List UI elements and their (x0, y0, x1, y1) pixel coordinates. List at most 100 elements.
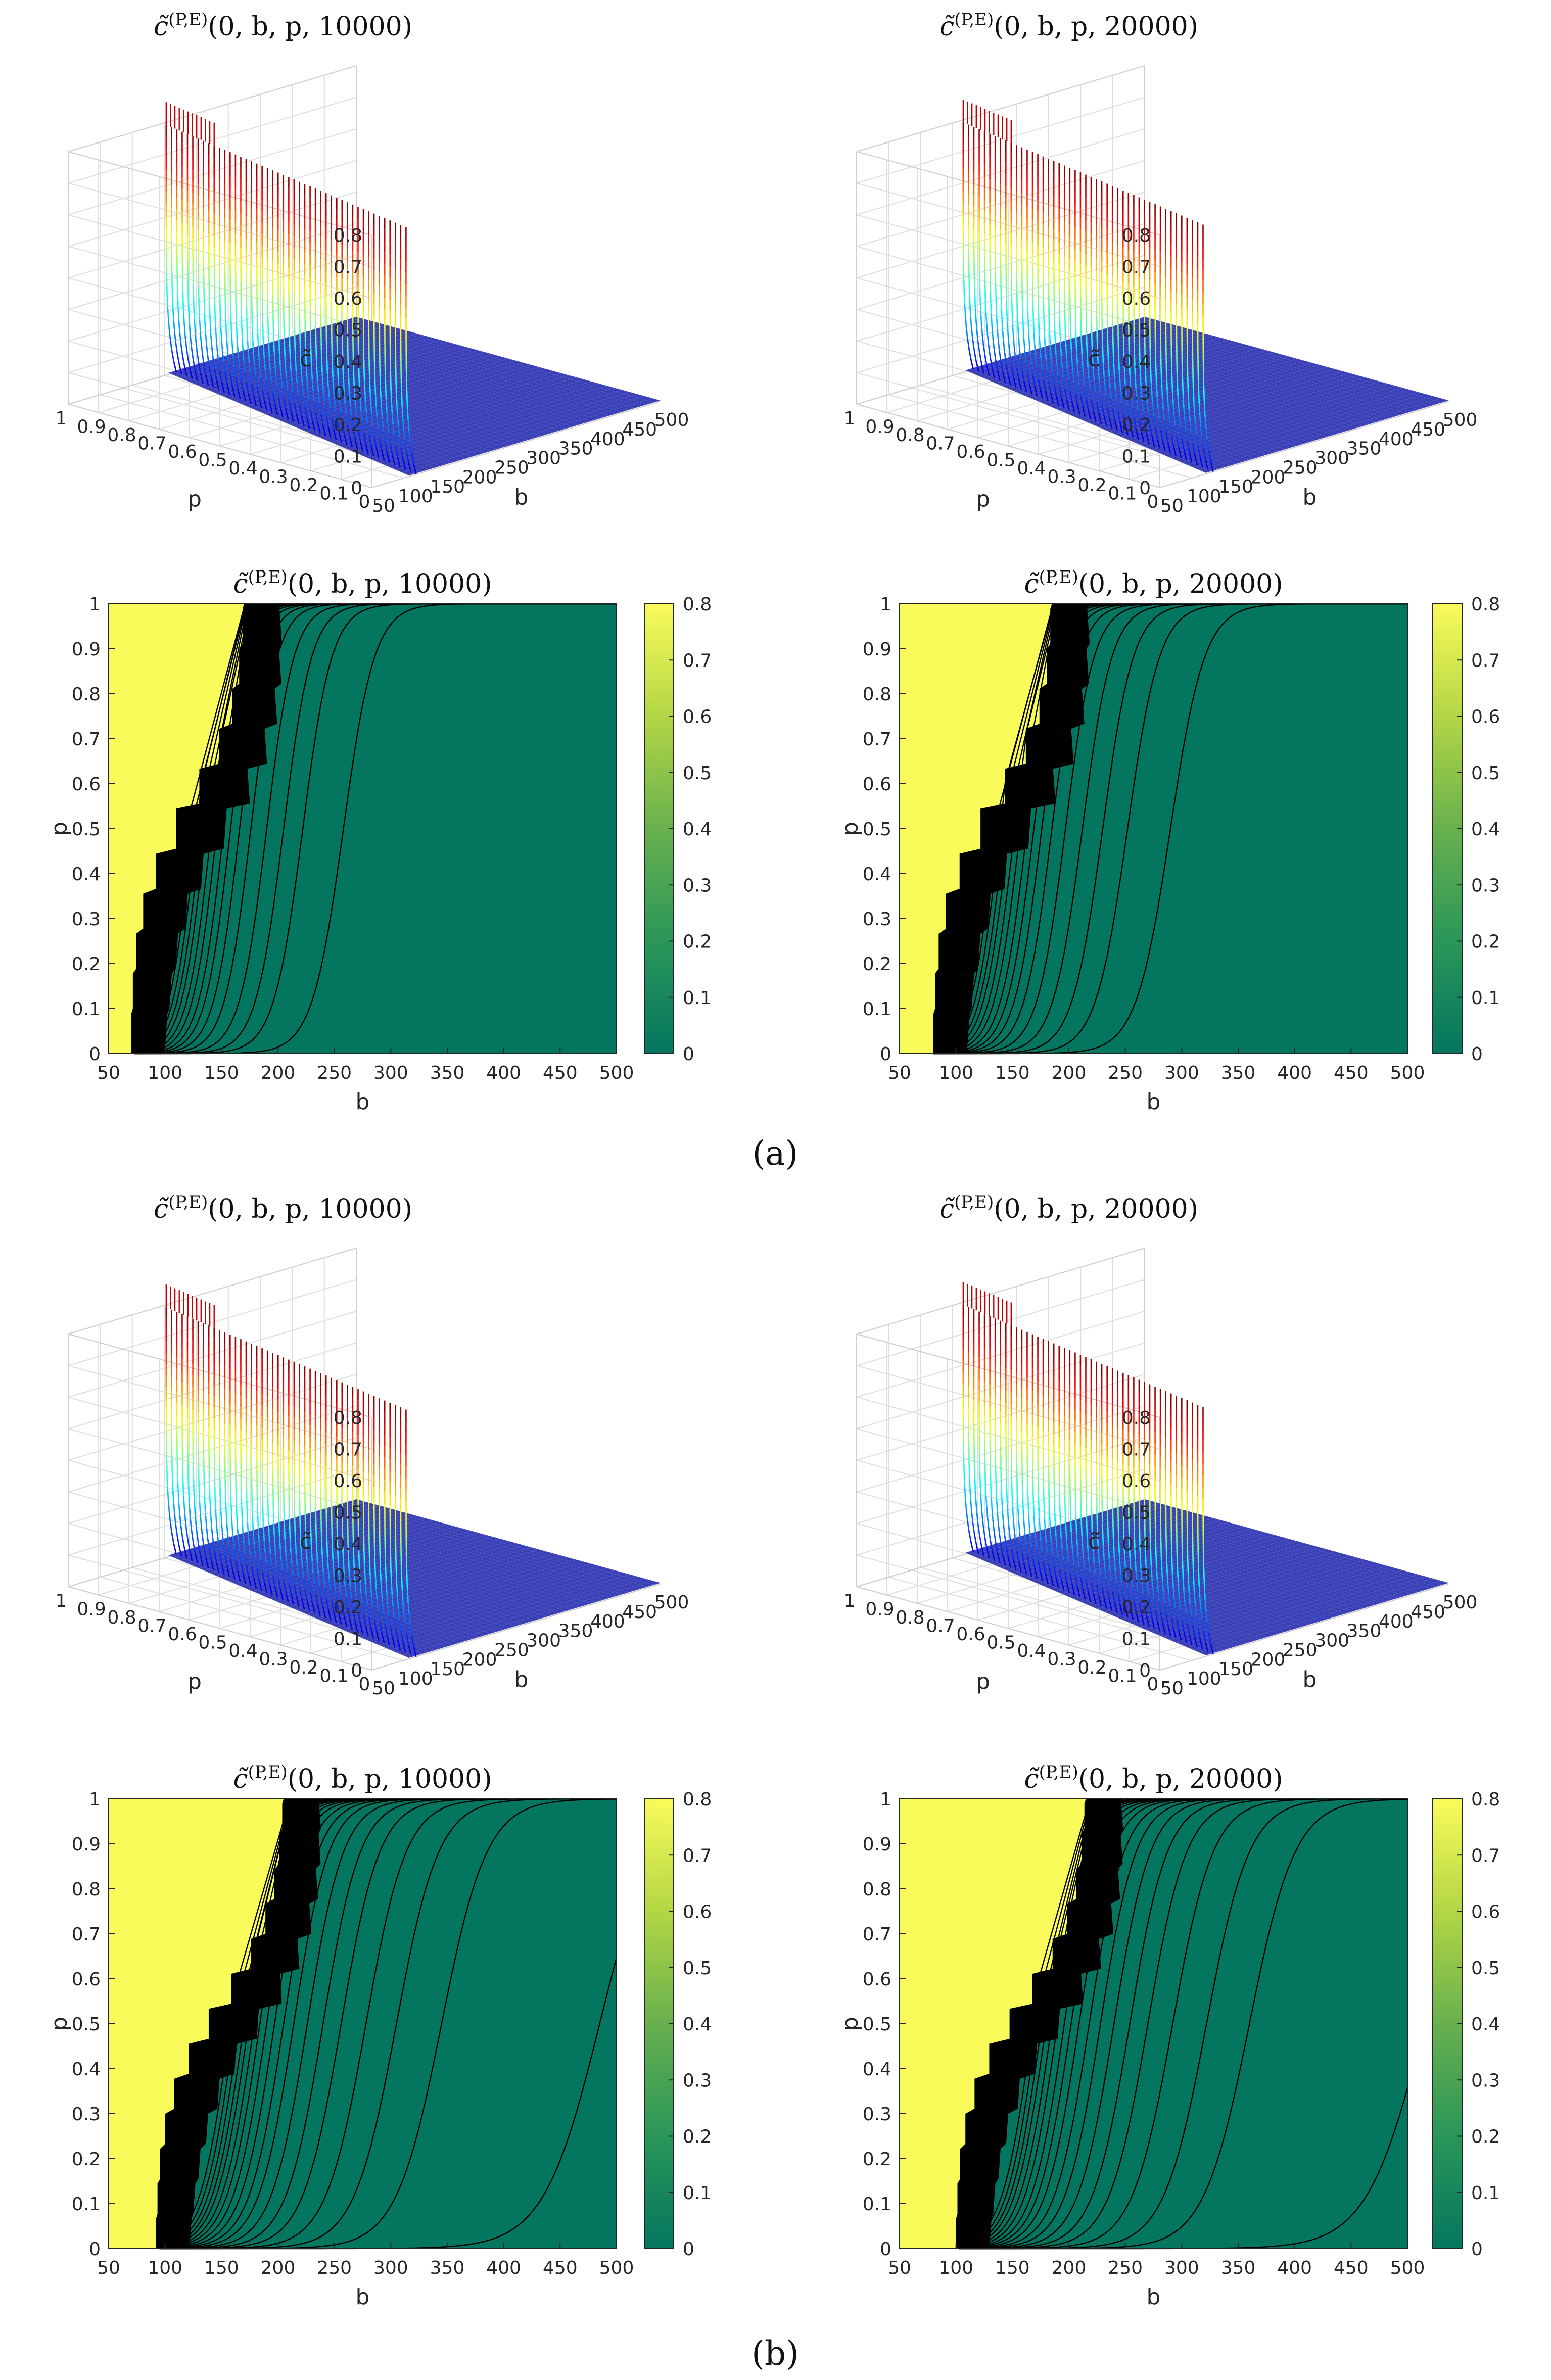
x-tick-label: 350 (430, 1063, 465, 1083)
y-tick-label: 0.4 (72, 864, 101, 885)
surface-strand (166, 295, 169, 307)
surface-strand (1038, 1506, 1040, 1518)
surface-strand (352, 363, 355, 375)
mesh-line (181, 1503, 372, 1561)
surface-strand (1194, 454, 1198, 465)
surface-strand (997, 1511, 999, 1522)
z-tick-label: 0.5 (334, 320, 362, 341)
mesh-line (1158, 384, 1388, 453)
y-tick-label: 0.3 (1047, 467, 1076, 488)
surface-strand (221, 340, 223, 352)
surface-strand (993, 1531, 997, 1542)
surface-strand (400, 1631, 404, 1642)
surface-strand (372, 1608, 375, 1620)
surface-strand (970, 1541, 974, 1552)
surface-strand (285, 367, 288, 379)
grid-line (68, 1437, 357, 1524)
surface-strand (1055, 1577, 1059, 1589)
surface-strand (344, 1586, 347, 1597)
surface-strand (305, 343, 307, 355)
surface-strand (1022, 328, 1025, 340)
plateau-region (109, 604, 244, 1054)
surface-strand (1145, 1552, 1147, 1564)
y-tick-label: 0 (359, 492, 370, 512)
surface-strand (187, 1475, 190, 1487)
surface-strand (1071, 402, 1075, 413)
surface-strand (1164, 1603, 1167, 1615)
surface-strand (215, 338, 218, 349)
surface-strand (292, 392, 295, 403)
surface-strand (379, 439, 383, 450)
grid-line (856, 246, 1160, 330)
surface-strand (1082, 406, 1086, 417)
surface-strand (1135, 388, 1138, 399)
surface-strand (292, 1574, 295, 1586)
surface-strand (354, 438, 358, 450)
surface-strand (405, 450, 409, 462)
surface-strand (194, 1511, 197, 1523)
surface-strand (331, 1537, 334, 1548)
x-tick-label: 400 (1379, 1611, 1414, 1632)
surface-strand (1056, 1547, 1059, 1558)
surface-strand (397, 456, 401, 468)
surface-strand (1135, 376, 1137, 388)
z-tick-label: 0.1 (1122, 447, 1151, 467)
surface-strand (168, 328, 171, 340)
y-tick-label: 0.5 (986, 450, 1015, 471)
surface-strand (1205, 428, 1208, 440)
surface-strand (315, 1594, 318, 1605)
surface-strand (347, 1608, 351, 1619)
surface-strand (392, 424, 395, 436)
surface-strand (376, 417, 379, 429)
z-tick-label: 0.2 (1122, 1597, 1151, 1618)
surface-strand (349, 1577, 351, 1589)
surface-strand (297, 1576, 301, 1588)
surface-strand (231, 334, 233, 345)
surface-strand (216, 349, 219, 360)
surface-strand (279, 1589, 284, 1600)
y-tick-label: 0.4 (1017, 458, 1046, 479)
surface-strand (974, 285, 976, 298)
surface-strand (370, 1586, 372, 1598)
surface-strand (1050, 1575, 1054, 1586)
surface-strand (397, 426, 400, 438)
surface-strand (352, 427, 356, 439)
surface-strand (267, 1520, 270, 1532)
surface-strand (248, 1545, 251, 1556)
surface-strand (984, 1484, 987, 1496)
x-tick-label: 300 (373, 1063, 408, 1083)
surface-strand (975, 1543, 979, 1554)
y-tick-label: 0 (880, 1044, 891, 1065)
surface-strand (977, 1524, 980, 1535)
surface-strand (214, 1498, 216, 1509)
surface-strand (262, 336, 264, 348)
surface-strand (224, 309, 227, 320)
y-tick-label: 0.3 (259, 1649, 288, 1670)
surface-strand (368, 370, 370, 382)
x-tick-label: 350 (1347, 439, 1382, 459)
surface-strand (1064, 324, 1066, 336)
surface-strand (1162, 399, 1164, 410)
surface-strand (1056, 364, 1059, 376)
surface-strand (1018, 338, 1020, 349)
surface-strand (968, 1530, 972, 1542)
surface-strand (1084, 1569, 1087, 1581)
surface-strand (387, 421, 390, 433)
surface-strand (976, 1513, 979, 1525)
surface-strand (1021, 306, 1024, 318)
surface-strand (297, 394, 301, 405)
colorbar-tick-label: 0.7 (683, 650, 712, 671)
surface-strand (239, 1551, 242, 1563)
y-tick-label: 0.4 (228, 1641, 257, 1661)
surface-strand (1078, 1567, 1082, 1579)
surface-strand (1197, 1563, 1200, 1575)
mesh-line (366, 386, 607, 458)
surface-strand (997, 1552, 1001, 1563)
surface-strand (403, 429, 406, 440)
surface-strand (333, 388, 336, 399)
surface-strand (1009, 355, 1012, 366)
surface-strand (359, 1623, 364, 1634)
z-tick-label: 0.7 (334, 1440, 362, 1460)
surface-strand (1114, 1572, 1117, 1584)
surface-strand (1200, 1608, 1203, 1620)
